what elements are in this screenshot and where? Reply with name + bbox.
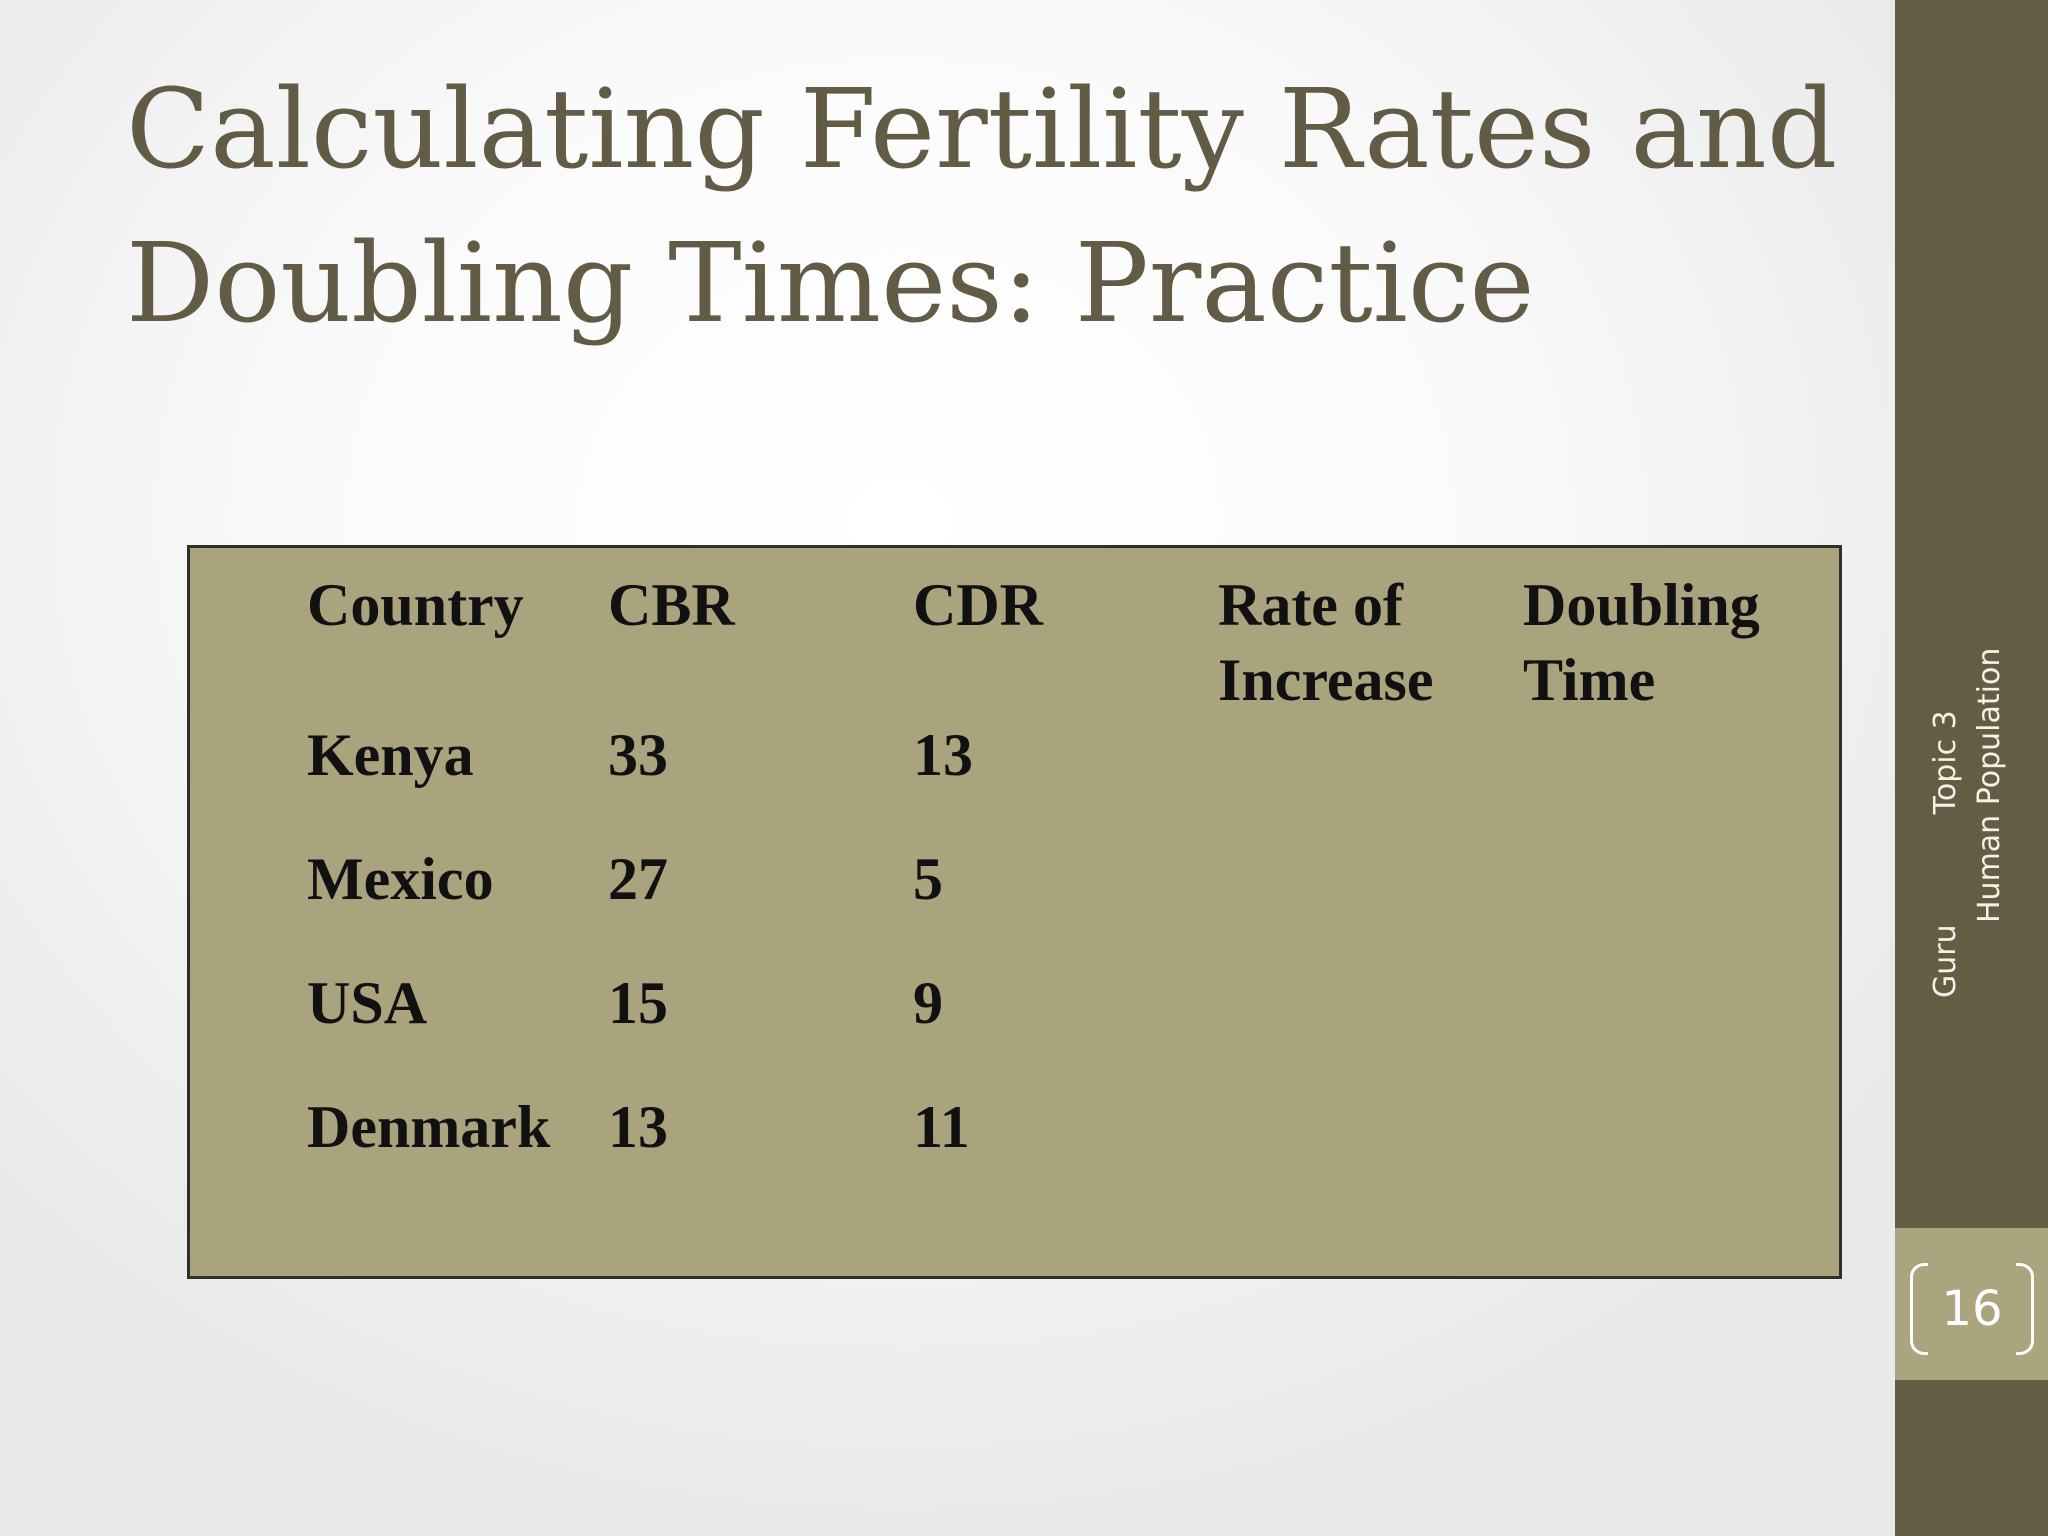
cell-doubling-time	[1523, 842, 1783, 966]
cell-country: USA	[307, 970, 428, 1036]
table-row-denmark: Denmark 13 11	[307, 1090, 1783, 1214]
slide-title-line-1: Calculating Fertility Rates and	[126, 65, 1838, 193]
cell-rate-of-increase	[1218, 966, 1523, 1090]
cell-country: Mexico	[307, 846, 494, 912]
table-row-kenya: Kenya 33 13	[307, 718, 1783, 842]
left-bracket-icon	[1910, 1263, 1928, 1355]
cell-rate-of-increase	[1218, 1090, 1523, 1214]
cell-rate-of-increase	[1218, 718, 1523, 842]
cell-country: Kenya	[307, 722, 474, 788]
header-doubling-time: Doubling Time	[1523, 568, 1783, 718]
header-rate-line-2: Increase	[1218, 647, 1434, 713]
footer-line-2: Human Population	[1968, 648, 2012, 1068]
right-bracket-icon	[2016, 1263, 2034, 1355]
header-cdr: CDR	[913, 572, 1043, 638]
header-rate-line-1: Rate of	[1218, 572, 1403, 638]
cell-cdr: 11	[913, 1094, 970, 1160]
header-cbr: CBR	[608, 572, 735, 638]
cell-cbr: 15	[608, 970, 668, 1036]
cell-cbr: 13	[608, 1094, 668, 1160]
slide-footer: Guru Topic 3 Human Population	[1924, 648, 2012, 1068]
header-country: Country	[307, 572, 524, 638]
slide-title-line-2: Doubling Times: Practice	[126, 219, 1535, 347]
practice-table-panel: Country CBR CDR Rate of Increase Doublin…	[187, 545, 1842, 1279]
page-number-text: 16	[1941, 1281, 2003, 1337]
footer-author: Guru	[1928, 924, 1963, 998]
slide-title: Calculating Fertility Rates and Doubling…	[126, 52, 1838, 360]
footer-subject: Human Population	[1972, 647, 2007, 923]
footer-topic: Topic 3	[1928, 710, 1963, 815]
cell-country: Denmark	[307, 1094, 551, 1160]
cell-cbr: 27	[608, 846, 668, 912]
cell-doubling-time	[1523, 718, 1783, 842]
table-row-mexico: Mexico 27 5	[307, 842, 1783, 966]
cell-rate-of-increase	[1218, 842, 1523, 966]
cell-cbr: 33	[608, 722, 668, 788]
footer-line-1: Guru Topic 3	[1924, 648, 1968, 1068]
table-header-row: Country CBR CDR Rate of Increase Doublin…	[307, 568, 1783, 718]
header-doubling-line-1: Doubling	[1523, 572, 1760, 638]
cell-doubling-time	[1523, 1090, 1783, 1214]
page-number: 16	[1910, 1263, 2034, 1355]
header-doubling-line-2: Time	[1523, 647, 1656, 713]
cell-cdr: 13	[913, 722, 973, 788]
cell-cdr: 5	[913, 846, 943, 912]
fertility-data-table: Country CBR CDR Rate of Increase Doublin…	[307, 568, 1783, 1214]
header-rate-of-increase: Rate of Increase	[1218, 568, 1523, 718]
cell-doubling-time	[1523, 966, 1783, 1090]
cell-cdr: 9	[913, 970, 943, 1036]
table-row-usa: USA 15 9	[307, 966, 1783, 1090]
